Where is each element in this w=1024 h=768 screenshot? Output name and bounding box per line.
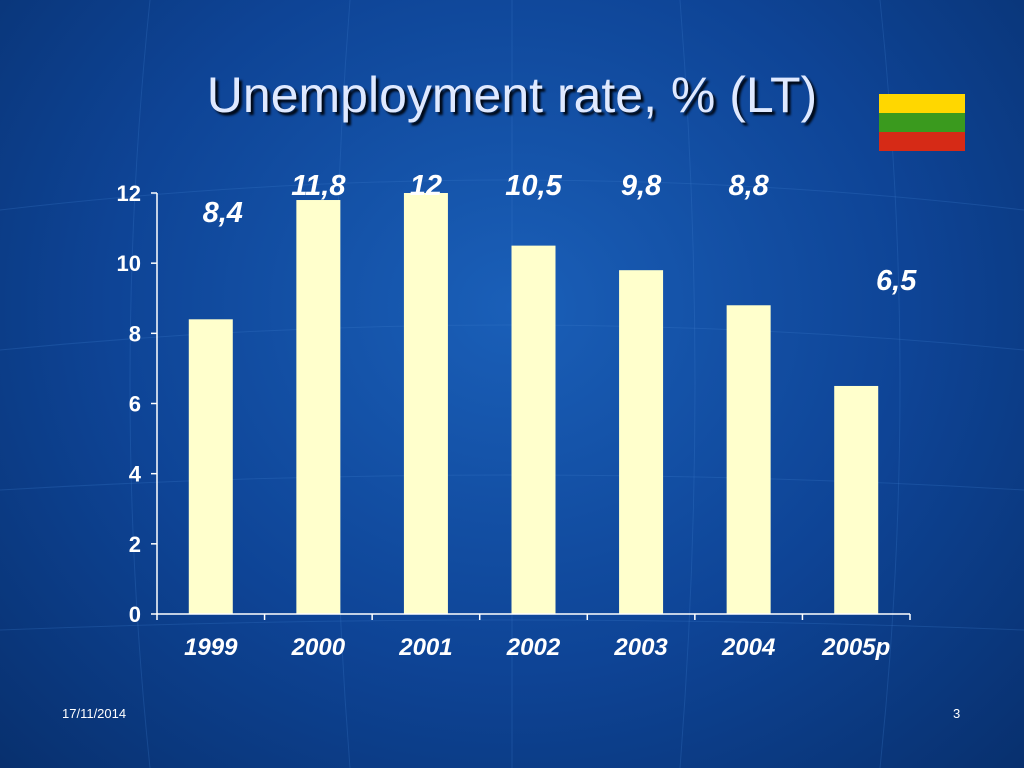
data-label-1999: 8,4 [203,197,243,229]
bar-1999 [188,319,233,614]
x-tick-label: 2003 [613,634,668,661]
x-tick-label: 1999 [184,634,238,661]
bar-2004 [726,305,771,614]
footer-date: 17/11/2014 [62,706,127,721]
y-tick-label: 4 [129,462,142,487]
data-label-2002: 10,5 [505,170,562,202]
x-tick-label: 2001 [398,634,452,661]
x-tick-label: 2005p [821,634,890,661]
bar-2001 [403,193,448,614]
y-tick-label: 12 [117,181,141,206]
bar-2003 [619,270,664,614]
slide-title: Unemployment rate, % (LT) [206,67,818,123]
x-tick-label: 2004 [721,634,775,661]
data-label-2000: 11,8 [291,170,346,202]
y-tick-label: 0 [129,602,141,627]
y-tick-label: 10 [117,251,141,276]
x-tick-label: 2002 [506,634,561,661]
bar-2005p [834,385,879,614]
data-label-2005p: 6,5 [876,265,917,297]
lithuania-flag-icon [879,94,965,151]
flag-stripe-yellow [879,94,965,113]
flag-stripe-red [879,132,965,151]
x-tick-label: 2000 [291,634,346,661]
page-number: 3 [953,706,961,721]
bar-2000 [296,200,341,614]
data-label-2001: 12 [410,170,442,202]
flag-stripe-green [879,113,965,132]
bar-2002 [511,245,556,614]
data-label-2003: 9,8 [621,170,662,202]
data-label-2004: 8,8 [728,170,769,202]
y-tick-label: 2 [129,532,141,557]
y-tick-label: 6 [129,392,141,417]
y-tick-label: 8 [129,321,141,346]
